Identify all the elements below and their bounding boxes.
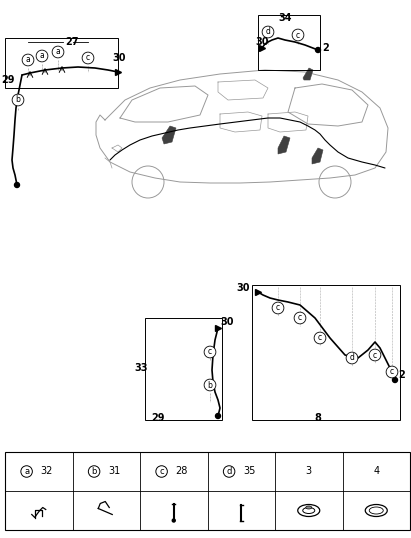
Text: 4: 4 xyxy=(373,466,379,477)
Text: c: c xyxy=(276,303,280,313)
Polygon shape xyxy=(162,126,176,144)
Text: a: a xyxy=(39,52,44,60)
Bar xyxy=(258,15,320,70)
Text: 27: 27 xyxy=(65,37,79,47)
Circle shape xyxy=(215,414,220,419)
Text: 29: 29 xyxy=(152,413,165,423)
Text: 30: 30 xyxy=(255,37,268,47)
Circle shape xyxy=(14,182,19,188)
Text: 30: 30 xyxy=(236,283,250,293)
Polygon shape xyxy=(278,136,290,154)
Bar xyxy=(5,452,410,530)
Text: c: c xyxy=(390,367,394,377)
Text: c: c xyxy=(318,334,322,343)
Bar xyxy=(145,318,222,420)
Text: 3: 3 xyxy=(306,466,312,477)
Text: 31: 31 xyxy=(108,466,120,477)
Text: a: a xyxy=(24,467,29,476)
Text: b: b xyxy=(208,380,212,390)
Text: c: c xyxy=(373,350,377,359)
Ellipse shape xyxy=(306,506,312,509)
Text: 2: 2 xyxy=(398,370,405,380)
Circle shape xyxy=(316,47,321,53)
Text: d: d xyxy=(350,353,354,363)
Text: c: c xyxy=(159,467,164,476)
Text: a: a xyxy=(55,47,60,56)
Text: 29: 29 xyxy=(1,75,15,85)
Text: 2: 2 xyxy=(322,43,329,53)
Text: c: c xyxy=(86,53,90,62)
Text: a: a xyxy=(25,55,30,65)
Text: b: b xyxy=(16,96,21,104)
Circle shape xyxy=(393,378,397,383)
Text: c: c xyxy=(298,314,302,322)
Text: b: b xyxy=(91,467,97,476)
Text: d: d xyxy=(266,27,270,37)
Text: 30: 30 xyxy=(112,53,125,63)
Polygon shape xyxy=(303,68,313,80)
Circle shape xyxy=(172,519,175,522)
Text: 33: 33 xyxy=(134,363,148,373)
Text: c: c xyxy=(296,31,300,39)
Bar xyxy=(252,285,400,420)
Text: 35: 35 xyxy=(243,466,256,477)
Text: 34: 34 xyxy=(278,13,291,23)
Text: c: c xyxy=(208,348,212,357)
Text: d: d xyxy=(226,467,232,476)
Polygon shape xyxy=(312,148,323,164)
Text: 32: 32 xyxy=(41,466,53,477)
Bar xyxy=(5,38,118,88)
Text: 28: 28 xyxy=(175,466,188,477)
Text: 8: 8 xyxy=(314,413,321,423)
Text: 30: 30 xyxy=(220,317,233,327)
